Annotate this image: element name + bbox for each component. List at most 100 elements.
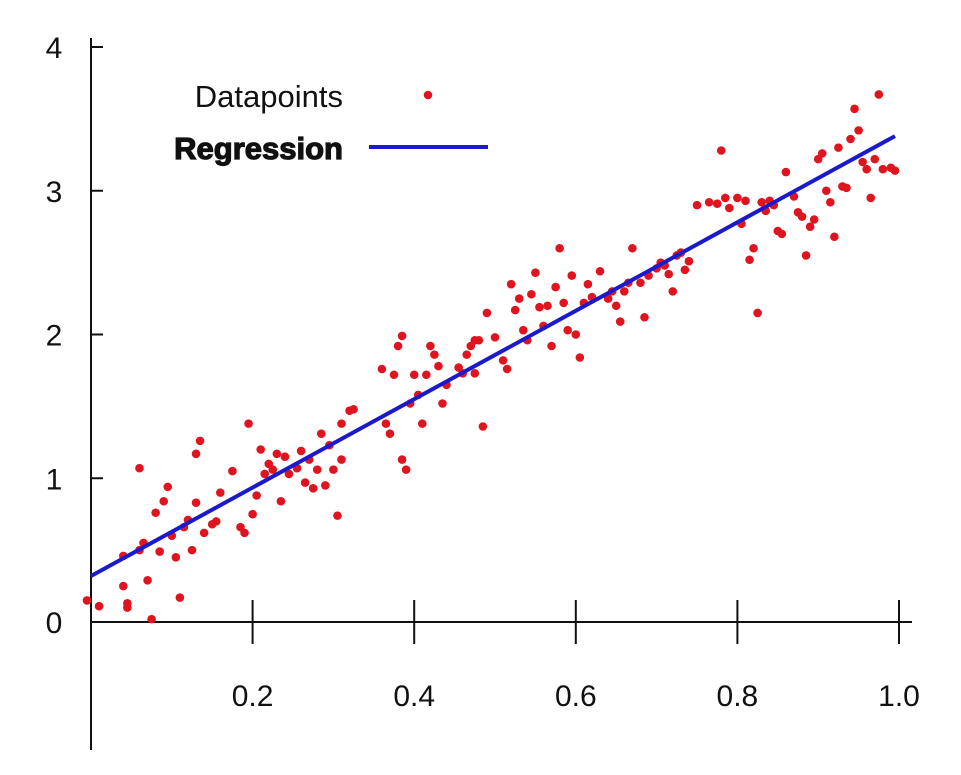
data-point bbox=[478, 422, 488, 431]
data-point bbox=[187, 545, 197, 555]
data-point bbox=[240, 528, 249, 538]
data-point bbox=[716, 146, 726, 155]
data-point bbox=[228, 466, 237, 476]
data-point bbox=[559, 298, 568, 308]
data-point bbox=[640, 312, 649, 322]
data-point bbox=[518, 325, 528, 335]
regression-line bbox=[90, 134, 896, 578]
data-point bbox=[684, 256, 694, 266]
data-point bbox=[862, 164, 871, 174]
data-point bbox=[733, 193, 742, 203]
x-tick-label: 0.2 bbox=[232, 680, 274, 713]
data-point bbox=[797, 212, 807, 221]
data-point bbox=[571, 330, 581, 339]
data-point bbox=[749, 243, 758, 253]
y-tick-label: 2 bbox=[46, 320, 63, 353]
data-point bbox=[191, 498, 201, 507]
data-point bbox=[830, 232, 839, 242]
data-point bbox=[628, 243, 637, 253]
data-point bbox=[664, 269, 674, 279]
data-point bbox=[393, 341, 403, 351]
data-point bbox=[842, 183, 851, 193]
data-point bbox=[725, 203, 734, 213]
data-point bbox=[143, 576, 152, 585]
data-point bbox=[163, 482, 173, 492]
datapoints-series bbox=[82, 90, 900, 624]
y-tick-label: 1 bbox=[46, 463, 63, 496]
data-point bbox=[171, 553, 181, 562]
data-point bbox=[276, 496, 286, 506]
data-point bbox=[94, 601, 104, 611]
data-point bbox=[809, 215, 819, 224]
data-point bbox=[385, 429, 395, 438]
data-point bbox=[401, 465, 411, 474]
data-point bbox=[159, 496, 169, 506]
data-point bbox=[434, 361, 443, 371]
data-point bbox=[123, 603, 132, 612]
data-point bbox=[175, 593, 185, 602]
data-point bbox=[417, 419, 427, 428]
data-point bbox=[668, 287, 678, 296]
data-point bbox=[854, 126, 863, 135]
data-point bbox=[502, 364, 512, 374]
data-point bbox=[482, 308, 492, 318]
data-point bbox=[619, 287, 629, 296]
data-point bbox=[781, 167, 791, 177]
data-point bbox=[430, 350, 439, 359]
data-point bbox=[850, 104, 859, 114]
y-tick-label: 3 bbox=[46, 176, 63, 209]
y-tick-label: 0 bbox=[46, 607, 63, 640]
data-point bbox=[377, 364, 387, 374]
data-point bbox=[870, 154, 880, 164]
data-point bbox=[316, 429, 326, 438]
data-point bbox=[135, 463, 144, 473]
data-point bbox=[199, 528, 209, 538]
data-point bbox=[389, 370, 399, 380]
legend-label-regression: Regression bbox=[174, 131, 343, 166]
x-tick-label: 0.6 bbox=[555, 680, 597, 713]
legend-marker-dot bbox=[423, 90, 433, 100]
data-point bbox=[272, 449, 282, 459]
data-point bbox=[422, 370, 431, 380]
data-point bbox=[498, 356, 508, 365]
data-point bbox=[119, 581, 128, 591]
data-point bbox=[551, 282, 560, 292]
data-point bbox=[878, 164, 888, 174]
data-point bbox=[252, 491, 261, 500]
data-point bbox=[692, 200, 702, 210]
x-tick-label: 1.0 bbox=[878, 680, 920, 713]
data-point bbox=[147, 614, 156, 624]
data-point bbox=[462, 350, 472, 359]
data-point bbox=[611, 301, 621, 311]
data-point bbox=[470, 369, 480, 378]
data-point bbox=[506, 279, 516, 289]
data-point bbox=[349, 404, 358, 414]
legend-label-datapoints: Datapoints bbox=[195, 79, 343, 114]
data-point bbox=[834, 143, 843, 152]
data-point bbox=[595, 266, 605, 276]
data-point bbox=[195, 436, 205, 446]
axes bbox=[90, 38, 912, 750]
data-point bbox=[846, 134, 855, 144]
data-point bbox=[555, 243, 564, 253]
data-point bbox=[583, 279, 593, 289]
data-point bbox=[426, 341, 435, 351]
data-point bbox=[826, 197, 835, 207]
data-point bbox=[720, 193, 730, 203]
data-point bbox=[712, 199, 722, 208]
legend: Datapoints Regression bbox=[174, 79, 488, 167]
data-point bbox=[531, 268, 540, 277]
data-point bbox=[575, 353, 585, 362]
y-tick-label: 4 bbox=[46, 32, 63, 65]
x-axis-ticks: 0.2 0.4 0.6 0.8 1.0 bbox=[232, 600, 920, 713]
data-point bbox=[741, 196, 750, 206]
data-point bbox=[474, 335, 484, 345]
data-point bbox=[866, 193, 876, 203]
data-point bbox=[805, 222, 815, 231]
data-point bbox=[567, 271, 577, 280]
data-point bbox=[337, 419, 346, 428]
data-point bbox=[753, 308, 762, 318]
data-point bbox=[248, 509, 257, 519]
data-point bbox=[151, 508, 160, 518]
data-point bbox=[300, 478, 310, 487]
